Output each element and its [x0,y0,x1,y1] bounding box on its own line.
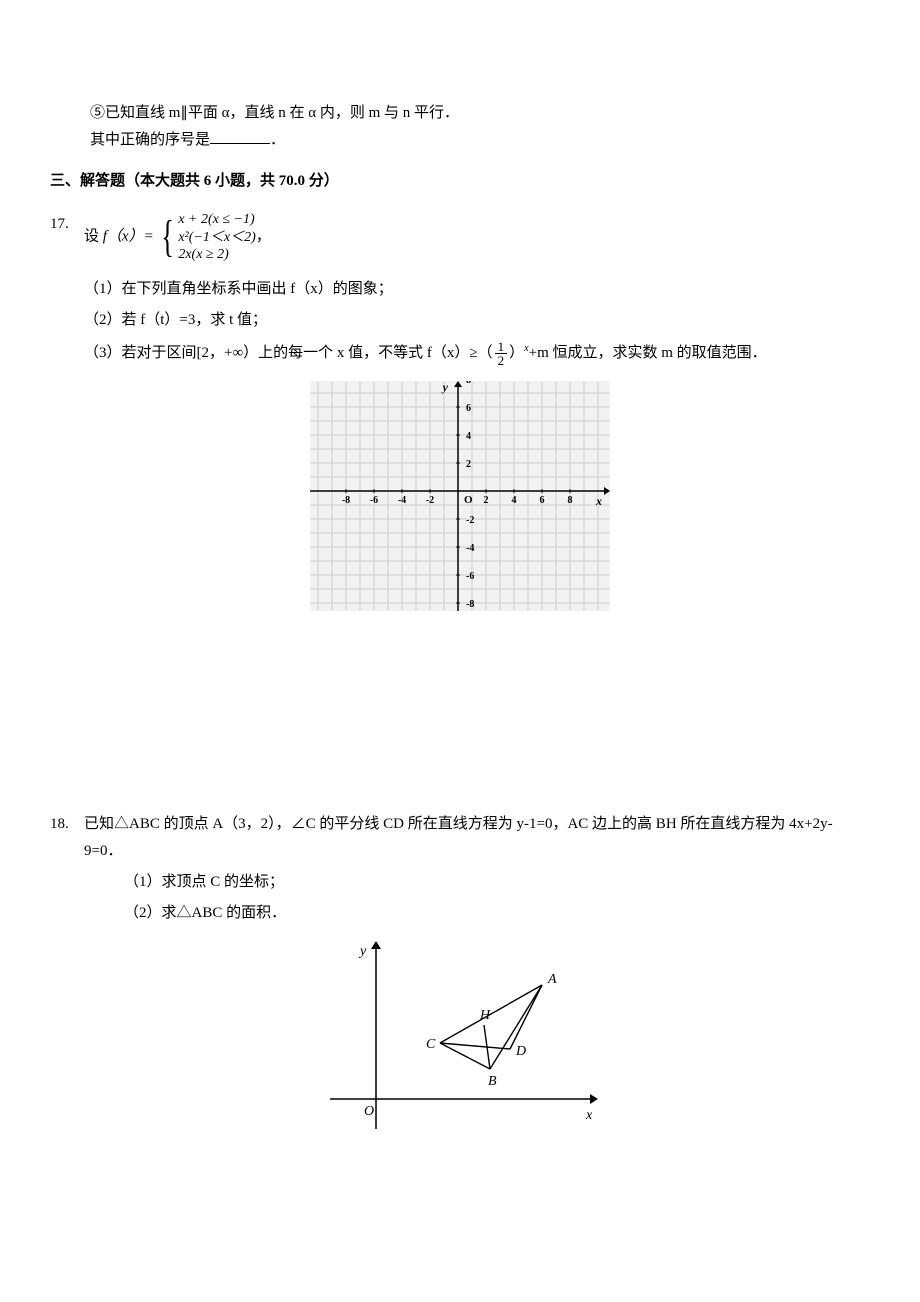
svg-text:2: 2 [484,495,489,506]
svg-text:y: y [358,944,367,959]
svg-text:-8: -8 [466,599,474,610]
svg-text:x: x [595,494,602,508]
question-17: 17. 设 f（x）= { x + 2(x ≤ −1) x²(−1＜x＜2) 2… [50,211,870,264]
q17-part2: （2）若 f（t）=3，求 t 值； [50,307,870,334]
svg-text:-2: -2 [466,515,474,526]
svg-text:8: 8 [466,381,471,386]
svg-text:-2: -2 [426,495,434,506]
q18-part2: （2）求△ABC 的面积． [50,900,870,927]
q17-number: 17. [50,211,84,238]
svg-text:C: C [426,1037,436,1052]
geom-chart: Ox y A C D B H [50,939,870,1149]
svg-text:4: 4 [466,431,471,442]
svg-text:8: 8 [568,495,573,506]
svg-text:A: A [547,972,557,987]
grid-chart: -8 -6 -4 -2 2 4 6 8 -8 -6 -4 -2 2 4 6 8 Ox y [50,381,870,621]
section-3-title: 三、解答题（本大题共 6 小题，共 70.0 分） [50,168,870,195]
svg-text:x: x [585,1108,593,1123]
brace-icon: { [162,215,175,259]
svg-text:O: O [464,494,473,506]
q17-fx: f（x）= [103,229,154,245]
svg-text:O: O [364,1104,374,1119]
coordinate-grid-icon: -8 -6 -4 -2 2 4 6 8 -8 -6 -4 -2 2 4 6 8 Ox y [310,381,610,611]
svg-text:H: H [479,1008,491,1023]
question-18: 18. 已知△ABC 的顶点 A（3，2），∠C 的平分线 CD 所在直线方程为… [50,811,870,865]
svg-text:6: 6 [466,403,471,414]
svg-text:2: 2 [466,459,471,470]
piecewise: x + 2(x ≤ −1) x²(−1＜x＜2) 2x(x ≥ 2) [178,211,255,264]
svg-text:-6: -6 [466,571,474,582]
q17-stem-lead: 设 [84,229,99,245]
svg-text:B: B [488,1074,497,1089]
svg-text:-8: -8 [342,495,350,506]
svg-text:y: y [441,381,449,394]
svg-text:D: D [515,1044,526,1059]
svg-text:-4: -4 [398,495,406,506]
svg-text:6: 6 [540,495,545,506]
statement-tail: 其中正确的序号是． [90,127,870,154]
answer-blank[interactable] [210,128,270,144]
fraction-half: 12 [495,340,508,367]
q18-stem: 已知△ABC 的顶点 A（3，2），∠C 的平分线 CD 所在直线方程为 y-1… [84,811,870,865]
q17-part3: （3）若对于区间[2，+∞）上的每一个 x 值，不等式 f（x）≥（12）x+m… [50,340,870,367]
svg-text:4: 4 [512,495,517,506]
q18-part1: （1）求顶点 C 的坐标； [50,869,870,896]
svg-text:-6: -6 [370,495,378,506]
statement-5: ⑤已知直线 m∥平面 α，直线 n 在 α 内，则 m 与 n 平行． [90,100,870,127]
q18-number: 18. [50,811,84,838]
svg-text:-4: -4 [466,543,474,554]
triangle-diagram-icon: Ox y A C D B H [320,939,600,1139]
q17-part1: （1）在下列直角坐标系中画出 f（x）的图象； [50,276,870,303]
